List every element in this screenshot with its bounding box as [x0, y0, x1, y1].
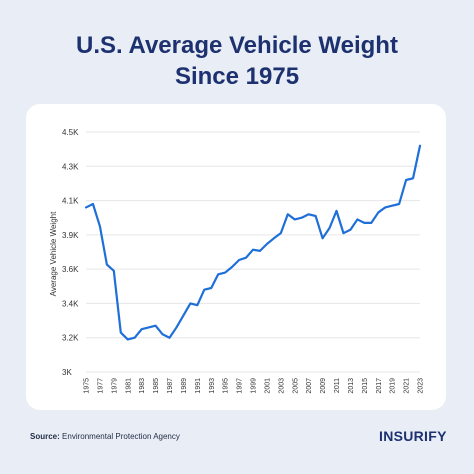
x-tick-label: 2023 [418, 378, 425, 394]
x-tick-label: 1983 [139, 378, 146, 394]
x-tick-label: 2009 [320, 378, 327, 394]
x-tick-label: 1981 [125, 378, 132, 394]
x-tick-label: 2005 [292, 378, 299, 394]
y-tick-label: 3.2K [62, 334, 79, 343]
x-tick-label: 1989 [181, 378, 188, 394]
y-tick-label: 4.3K [62, 162, 79, 171]
x-tick-label: 1997 [237, 378, 244, 394]
x-tick-label: 2021 [404, 378, 411, 394]
x-axis-ticks: 1975 1977 1979 1981 1983 1985 1987 1989 1991 1993… [84, 378, 425, 394]
x-tick-label: 1975 [84, 378, 91, 394]
x-tick-label: 1993 [209, 378, 216, 394]
y-axis-label: Average Vehicle Weight [49, 211, 58, 296]
insurify-logo: INSURIFY [379, 428, 447, 444]
chart-card [26, 104, 446, 410]
source-label: Source: [30, 432, 60, 441]
series-line [84, 144, 422, 341]
y-tick-label: 3.4K [62, 299, 79, 308]
y-tick-label: 4.5K [62, 128, 79, 137]
y-tick-label: 3.6K [62, 265, 79, 274]
title-line-1: U.S. Average Vehicle Weight [76, 32, 398, 59]
chart-title: U.S. Average Vehicle Weight Since 1975 [0, 30, 474, 92]
x-tick-label: 1987 [167, 378, 174, 394]
source-text: Environmental Protection Agency [62, 432, 180, 441]
x-tick-label: 2007 [306, 378, 313, 394]
x-tick-label: 1995 [223, 378, 230, 394]
x-tick-label: 1977 [97, 378, 104, 394]
x-tick-label: 2015 [362, 378, 369, 394]
y-tick-label: 4.1K [62, 197, 79, 206]
x-tick-label: 1979 [111, 378, 118, 394]
logo-text: INSURIFY [379, 428, 447, 444]
x-tick-label: 2003 [278, 378, 285, 394]
x-tick-label: 1985 [153, 378, 160, 394]
x-tick-label: 1991 [195, 378, 202, 394]
source-note: Source: Environmental Protection Agency [30, 432, 180, 441]
x-tick-label: 2017 [376, 378, 383, 394]
x-tick-label: 2011 [334, 378, 341, 393]
x-tick-label: 2013 [348, 378, 355, 394]
y-axis-ticks: 3K 3.2K 3.4K 3.6K 3.9K 4.1K 4.3K 4.5K [62, 128, 79, 377]
x-tick-label: 2019 [390, 378, 397, 394]
y-tick-label: 3K [62, 368, 72, 377]
y-tick-label: 3.9K [62, 231, 79, 240]
grid-lines [86, 131, 420, 373]
title-line-2: Since 1975 [174, 63, 300, 90]
x-tick-label: 2001 [264, 378, 271, 394]
x-tick-label: 1999 [251, 378, 258, 394]
